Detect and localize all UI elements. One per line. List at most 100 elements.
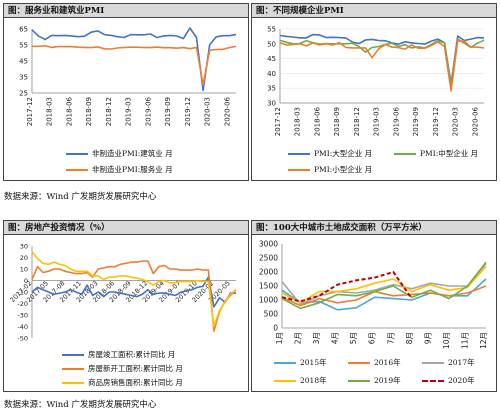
y-tick-label: 2500: [259, 254, 278, 263]
x-tick-label: 2019-09: [412, 107, 420, 136]
series-line: [281, 285, 487, 307]
legend-swatch: [348, 379, 370, 382]
legend-label: 非制造业PMI:建筑业 月: [92, 149, 173, 158]
y-tick-label: 55: [267, 26, 276, 34]
x-tick-label: 2020-06: [471, 106, 479, 136]
series-line: [31, 27, 237, 92]
legend-label: 2017年: [448, 358, 475, 367]
y-tick-label: 35: [267, 85, 276, 93]
legend-swatch: [274, 361, 296, 364]
legend-item-construction: 非制造业PMI:建筑业 月: [66, 148, 173, 159]
x-tick-label: 1月: [275, 332, 284, 344]
series-line: [31, 276, 236, 308]
legend-label: 2019年: [374, 376, 401, 385]
panel-title: 图：服务业和建筑业PMI: [4, 4, 248, 18]
x-tick-label: 2019-12: [432, 107, 440, 136]
y-tick-label: -40: [17, 323, 28, 331]
series-line: [31, 251, 237, 328]
chart-enterprise-size-pmi: 30 35 40 45 50 55 2017-12 2018-03 2018-06 2018-09…: [267, 26, 485, 136]
y-tick-label: 3000: [259, 240, 278, 249]
y-tick-label: 30: [267, 100, 276, 108]
legend-item-small: PMI:小型企业 月: [288, 164, 372, 175]
legend-item-medium: PMI:中型企业 月: [394, 148, 478, 159]
x-tick-label: 2018-06: [65, 96, 73, 126]
legend-swatch: [348, 361, 370, 364]
source-note-bottom: 数据来源：Wind 广发期货发展研究中心: [4, 400, 157, 410]
legend-swatch: [288, 168, 310, 171]
legend-swatch: [66, 152, 88, 155]
legend-label: 非制造业PMI:服务业 月: [92, 165, 173, 174]
legend-label: 2020年: [448, 376, 475, 385]
x-tick-label: 2019-12: [184, 97, 192, 126]
legend-item-2020: 2020年: [422, 375, 475, 386]
legend-swatch: [422, 361, 444, 364]
panel-title: 图：100大中城市土地成交面积（万平方米）: [252, 221, 496, 235]
series-line: [279, 40, 485, 92]
y-tick-label: -50: [17, 335, 28, 343]
x-tick-label: 2017-12: [274, 107, 282, 136]
chart-real-estate-investment: -50-40-30-20-1001020302017-022017-052017…: [9, 243, 237, 343]
legend-item-new-starts: 房屋新开工面积:累计同比 月: [62, 363, 183, 374]
legend-item-2015: 2015年: [274, 357, 327, 368]
panel-real-estate-investment: 图：房地产投资情况（%） -50 -40 -30 -20 -10 0 10 20 30 2017-…: [3, 220, 249, 392]
x-tick-label: 2月: [294, 332, 303, 344]
panel-land-transactions: 图：100大中城市土地成交面积（万平方米） 0 500 1000 1500 2000 25…: [251, 220, 497, 392]
x-tick-label: 2018-12: [105, 97, 113, 126]
x-tick-label: 2018-09: [333, 107, 341, 136]
legend-label: 房屋竣工面积:累计同比 月: [88, 350, 176, 359]
x-tick-label: 2018-09: [85, 97, 93, 126]
x-tick-label: 11月: [460, 332, 469, 349]
y-tick-label: -30: [17, 312, 28, 320]
y-tick-label: 65: [19, 26, 28, 34]
legend-swatch: [394, 152, 416, 155]
x-tick-label: 3月: [312, 332, 321, 344]
legend-swatch: [422, 379, 444, 382]
x-tick-label: 2019-03: [125, 97, 133, 126]
x-tick-label: 2019-06: [144, 96, 152, 126]
x-tick-label: 2018-03: [294, 107, 302, 136]
legend-label: 2018年: [300, 376, 327, 385]
y-tick-label: 0: [273, 324, 278, 333]
legend-label: 房屋新开工面积:累计同比 月: [88, 364, 183, 373]
legend-label: 2015年: [300, 358, 327, 367]
y-tick-label: 20: [20, 254, 28, 262]
x-tick-label: 5月: [349, 332, 358, 344]
panel-service-construction-pmi: 图：服务业和建筑业PMI 25 35 45 55 65 2017-12 2018-03 201…: [3, 3, 249, 181]
legend-item-2016: 2016年: [348, 357, 401, 368]
y-tick-label: 50: [267, 40, 276, 48]
y-tick-label: 2000: [259, 268, 278, 277]
series-line: [281, 261, 487, 310]
legend-item-large: PMI:大型企业 月: [288, 148, 372, 159]
x-tick-label: 6月: [368, 332, 377, 344]
legend-swatch: [62, 353, 84, 356]
x-tick-label: 2018-12: [353, 107, 361, 136]
legend-swatch: [274, 379, 296, 382]
y-tick-label: 1000: [259, 296, 278, 305]
y-tick-label: 25: [19, 90, 28, 98]
legend-label: 2016年: [374, 358, 401, 367]
legend-swatch: [288, 152, 310, 155]
x-tick-label: 2019-06: [392, 106, 400, 136]
y-tick-label: 45: [19, 58, 28, 66]
x-tick-label: 7月: [386, 332, 395, 344]
x-tick-label: 2020-06: [223, 96, 231, 126]
panel-title: 图：房地产投资情况（%）: [4, 221, 248, 235]
legend-label: PMI:小型企业 月: [314, 165, 373, 174]
y-tick-label: -20: [17, 300, 28, 308]
legend-item-2017: 2017年: [422, 357, 475, 368]
source-note-top: 数据来源：Wind 广发期货发展研究中心: [4, 192, 157, 202]
legend-label: PMI:中型企业 月: [420, 149, 479, 158]
y-tick-label: 10: [20, 266, 28, 274]
x-tick-label: 12月: [479, 332, 488, 349]
x-tick-label: 2020-03: [204, 97, 212, 126]
legend-item-2019: 2019年: [348, 375, 401, 386]
x-tick-label: 2019-03: [373, 107, 381, 136]
x-tick-label: 2020-03: [452, 107, 460, 136]
legend-item-2018: 2018年: [274, 375, 327, 386]
series-line: [32, 44, 237, 86]
y-tick-label: 45: [267, 55, 276, 63]
legend-label: 商品房销售面积:累计同比 月: [88, 378, 183, 387]
y-tick-label: 500: [264, 310, 279, 319]
x-tick-label: 4月: [331, 332, 340, 344]
legend: 房屋竣工面积:累计同比 月 房屋新开工面积:累计同比 月 商品房销售面积:累计同…: [4, 347, 248, 391]
